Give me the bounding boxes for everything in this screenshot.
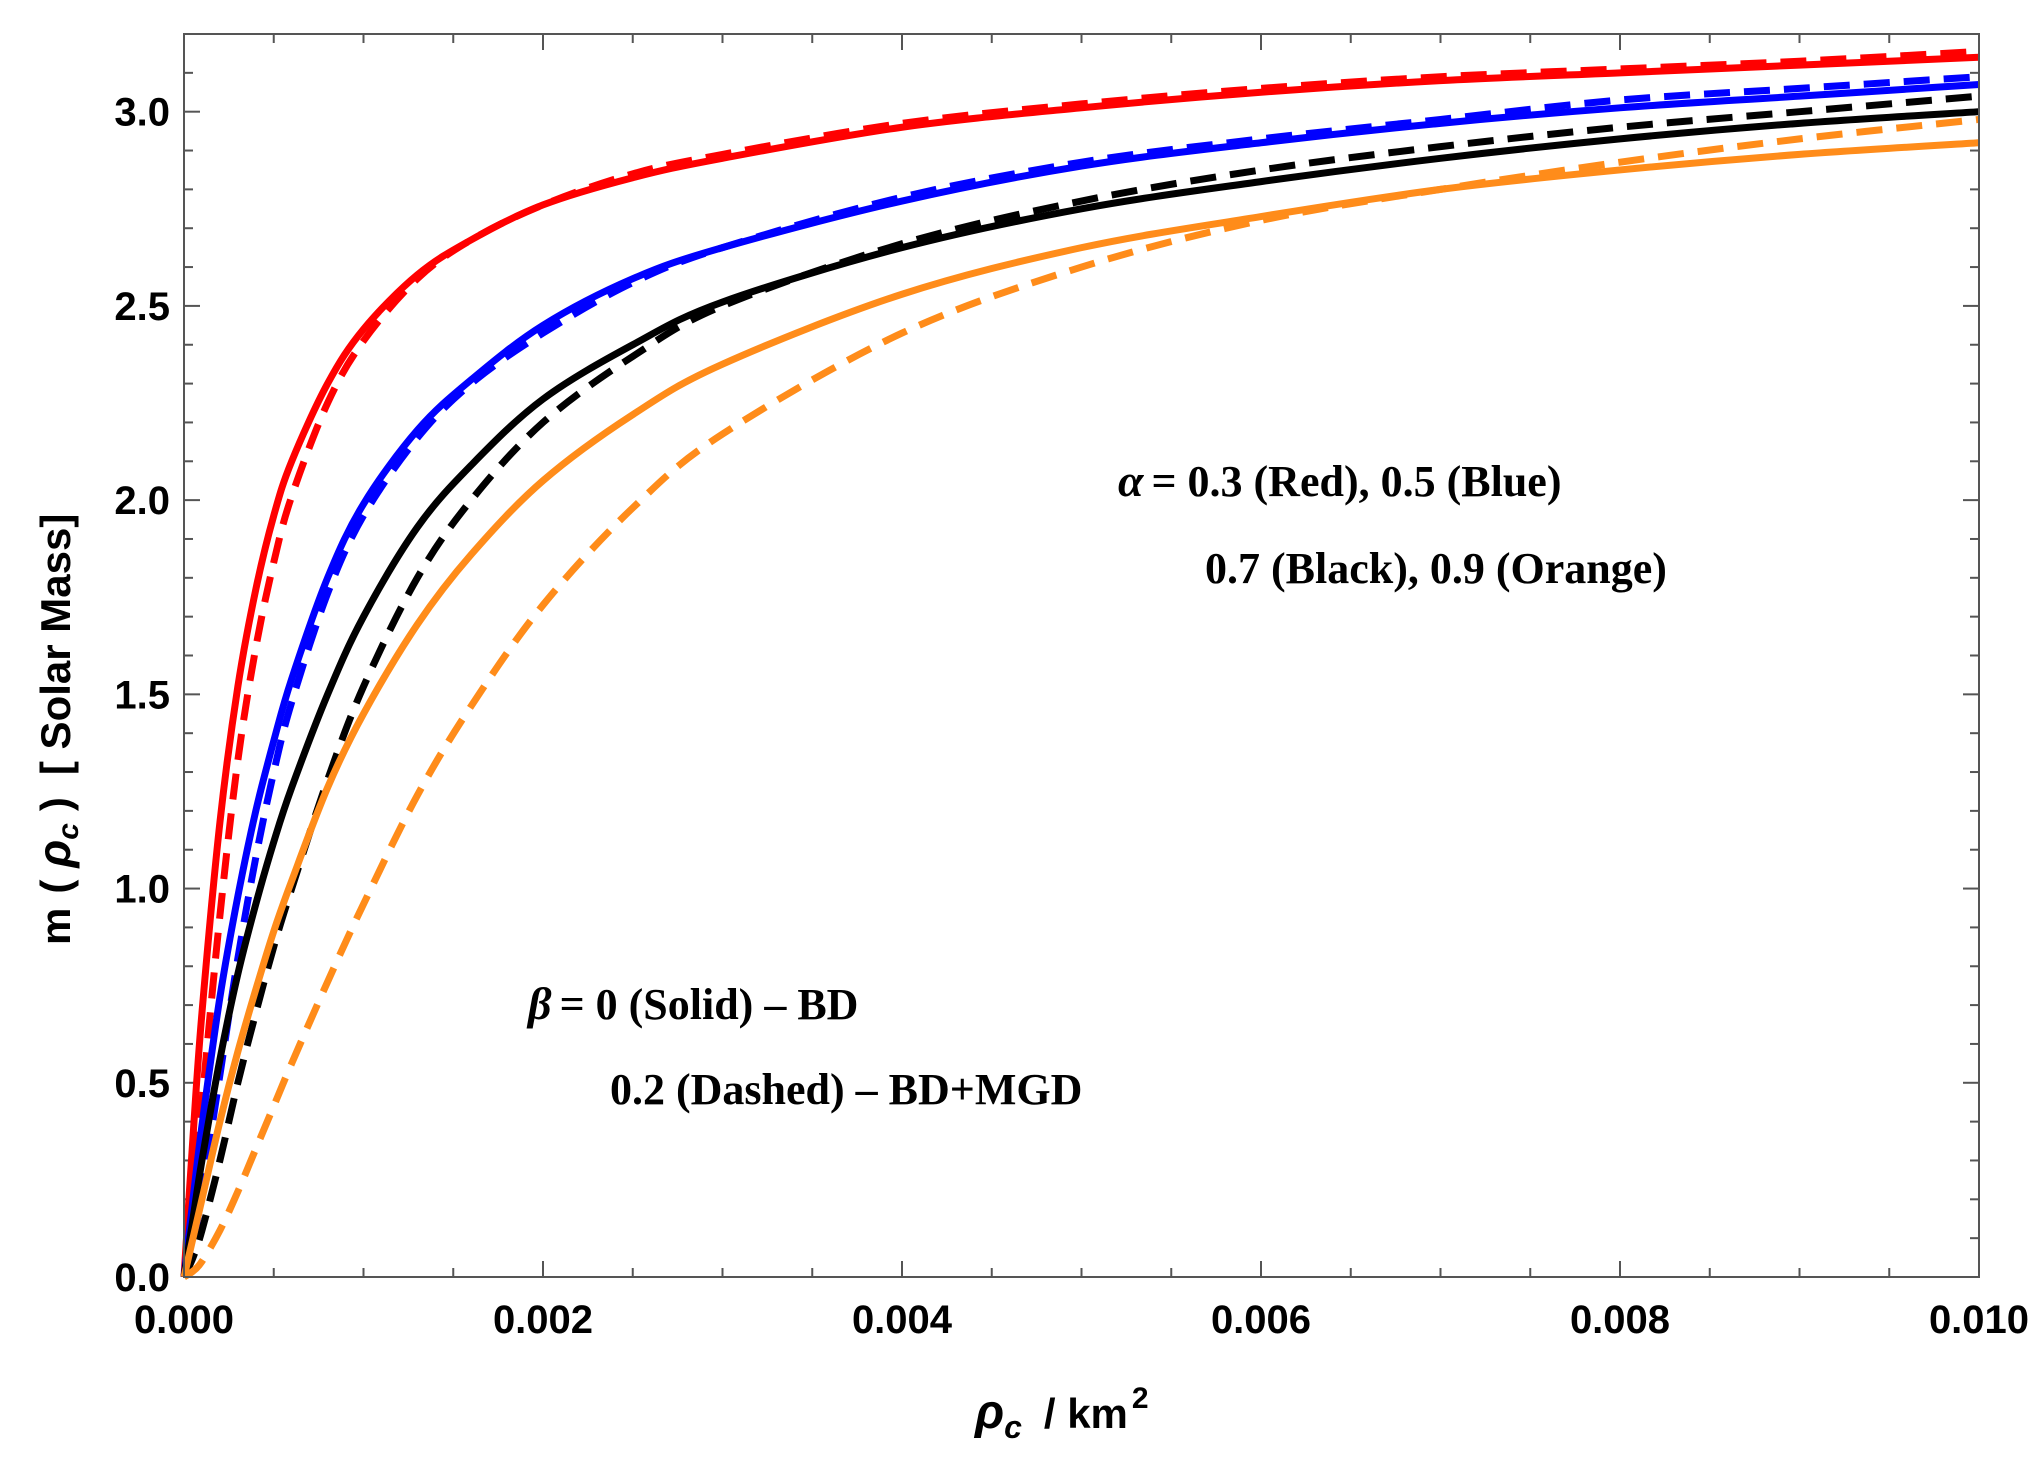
y-tick-label: 2.5 xyxy=(114,285,170,329)
x-tick-label: 0.006 xyxy=(1211,1298,1311,1342)
x-axis-unit: / km xyxy=(1044,1390,1128,1437)
series-line-8 xyxy=(182,115,1980,1280)
x-tick-label: 0.002 xyxy=(493,1298,593,1342)
y-axis-symbol: ρ xyxy=(28,840,80,870)
beta-values-1: = 0 (Solid) – BD xyxy=(560,980,859,1029)
x-axis-subscript: c xyxy=(1004,1409,1022,1445)
x-tick-label: 0.008 xyxy=(1570,1298,1670,1342)
y-tick-label: 2.0 xyxy=(114,479,170,523)
beta-symbol: β xyxy=(526,978,552,1029)
x-tick-label: 0.004 xyxy=(852,1298,953,1342)
alpha-symbol: α xyxy=(1118,455,1145,506)
alpha-annotation-line1: α = 0.3 (Red), 0.5 (Blue) xyxy=(1118,455,1561,506)
alpha-annotation-line2: 0.7 (Black), 0.9 (Orange) xyxy=(1205,544,1667,593)
beta-annotation-line1: β = 0 (Solid) – BD xyxy=(526,978,858,1029)
y-tick-labels: 0.0 0.5 1.0 1.5 2.0 2.5 3.0 xyxy=(114,91,170,1300)
series-line-6 xyxy=(180,92,1980,1279)
y-tick-label: 0.5 xyxy=(114,1062,170,1106)
series-line-7 xyxy=(180,139,1980,1278)
y-axis-func: m xyxy=(32,908,79,945)
x-tick-label: 0.000 xyxy=(134,1298,234,1342)
x-axis-title: ρc / km 2 xyxy=(973,1382,1149,1445)
y-axis-title: m ( ρc) [ Solar Mass] xyxy=(28,514,85,945)
series-line-3 xyxy=(180,81,1980,1278)
y-tick-label: 1.5 xyxy=(114,673,170,717)
y-axis-close-paren: ) xyxy=(32,797,79,811)
x-axis-symbol: ρ xyxy=(973,1386,1004,1439)
plot-frame xyxy=(183,33,1980,1278)
alpha-values-1: = 0.3 (Red), 0.5 (Blue) xyxy=(1151,457,1561,506)
beta-annotation-line2: 0.2 (Dashed) – BD+MGD xyxy=(610,1065,1082,1114)
series-line-4 xyxy=(180,73,1980,1279)
y-tick-label: 0.0 xyxy=(114,1256,170,1300)
x-axis-power: 2 xyxy=(1132,1382,1149,1415)
series-line-1 xyxy=(180,53,1980,1278)
x-tick-labels: 0.000 0.002 0.004 0.006 0.008 0.010 xyxy=(134,1298,2029,1342)
y-tick-label: 1.0 xyxy=(114,868,170,912)
y-axis-unit: [ Solar Mass] xyxy=(32,514,79,775)
series-line-2 xyxy=(180,47,1980,1278)
series-layer xyxy=(180,47,1980,1280)
series-line-5 xyxy=(180,108,1980,1278)
x-tick-label: 0.010 xyxy=(1929,1298,2029,1342)
y-axis-subscript: c xyxy=(52,823,85,840)
y-tick-label: 3.0 xyxy=(114,91,170,135)
y-axis-open-paren: ( xyxy=(32,880,79,894)
